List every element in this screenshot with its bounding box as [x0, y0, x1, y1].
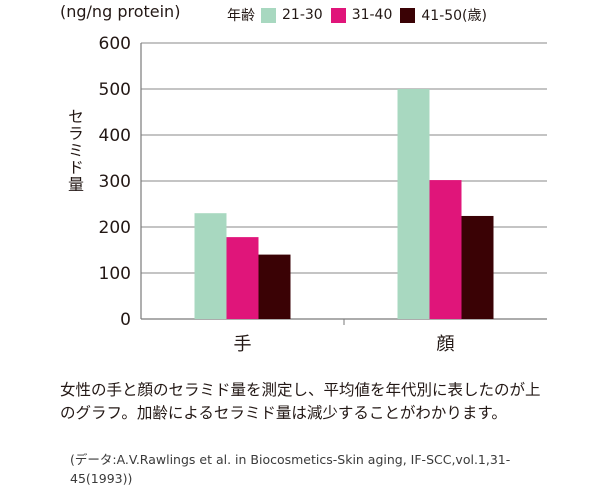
chart-caption: 女性の手と顔のセラミド量を測定し、平均値を年代別に表したのが上のグラフ。加齢によ…	[60, 381, 541, 422]
y-axis-label: セラミド量	[65, 108, 84, 193]
y-tick-label: 600	[99, 34, 131, 54]
legend: 年齢 21-30 31-40 41-50(歳)	[227, 4, 487, 26]
data-source-note: (データ:A.V.Rawlings et al. in Biocosmetics…	[70, 452, 511, 486]
legend-item-21-30: 21-30	[261, 7, 323, 23]
legend-title: 年齢	[227, 8, 255, 24]
legend-label: 21-30	[282, 7, 323, 23]
y-tick-label: 300	[99, 172, 131, 192]
x-tick-label: 顔	[437, 334, 455, 355]
y-tick-label: 500	[99, 80, 131, 100]
y-tick-label: 400	[99, 126, 131, 146]
bar	[226, 237, 259, 319]
legend-item-31-40: 31-40	[330, 7, 393, 23]
bar	[429, 180, 462, 319]
legend-swatch	[261, 7, 276, 23]
legend-item-41-50: 41-50(歳)	[400, 5, 487, 25]
y-tick-label: 0	[120, 310, 131, 330]
y-tick-label: 100	[99, 264, 131, 284]
bar	[397, 89, 430, 319]
x-tick-label: 手	[234, 334, 252, 355]
legend-swatch	[400, 7, 416, 23]
y-tick-label: 200	[99, 218, 131, 238]
legend-label: 31-40	[351, 7, 393, 23]
bar	[461, 215, 494, 319]
bar	[194, 213, 227, 319]
bar	[258, 254, 291, 319]
legend-swatch	[330, 7, 346, 23]
legend-label: 41-50(歳)	[421, 8, 487, 24]
bar-chart-plot: 0 100 200 300 400 500 600 手 顔	[99, 34, 547, 355]
unit-label: (ng/ng protein)	[60, 2, 181, 21]
